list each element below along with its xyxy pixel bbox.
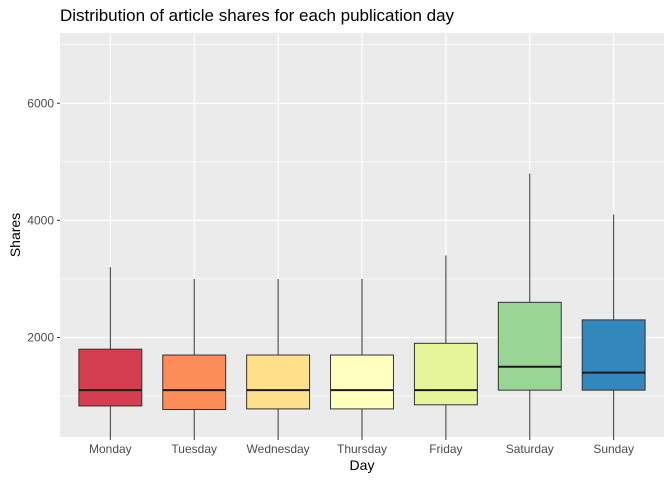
y-tick-label: 4000 xyxy=(27,213,54,227)
box-saturday xyxy=(497,301,562,391)
box-thursday xyxy=(330,354,394,410)
x-tick-label: Thursday xyxy=(337,442,387,456)
box-tuesday xyxy=(162,354,227,410)
x-axis-title: Day xyxy=(350,457,375,473)
x-tick-label: Friday xyxy=(429,442,462,456)
box-wednesday xyxy=(246,354,311,410)
x-tick-label: Tuesday xyxy=(171,442,217,456)
chart-title: Distribution of article shares for each … xyxy=(60,6,455,25)
x-tick-label: Sunday xyxy=(593,442,634,456)
x-tick-label: Wednesday xyxy=(247,442,310,456)
box-layer xyxy=(78,173,646,437)
box-friday xyxy=(413,342,478,406)
axes: 2000 4000 6000 Monday Tuesday Wednesday Thursd… xyxy=(27,96,634,456)
x-tick-label: Monday xyxy=(89,442,132,456)
y-axis-title: Shares xyxy=(7,213,23,257)
y-tick-label: 6000 xyxy=(27,96,54,110)
box-sunday xyxy=(581,319,646,391)
y-tick-label: 2000 xyxy=(27,330,54,344)
x-tick-label: Saturday xyxy=(506,442,554,456)
box-monday xyxy=(78,348,143,407)
